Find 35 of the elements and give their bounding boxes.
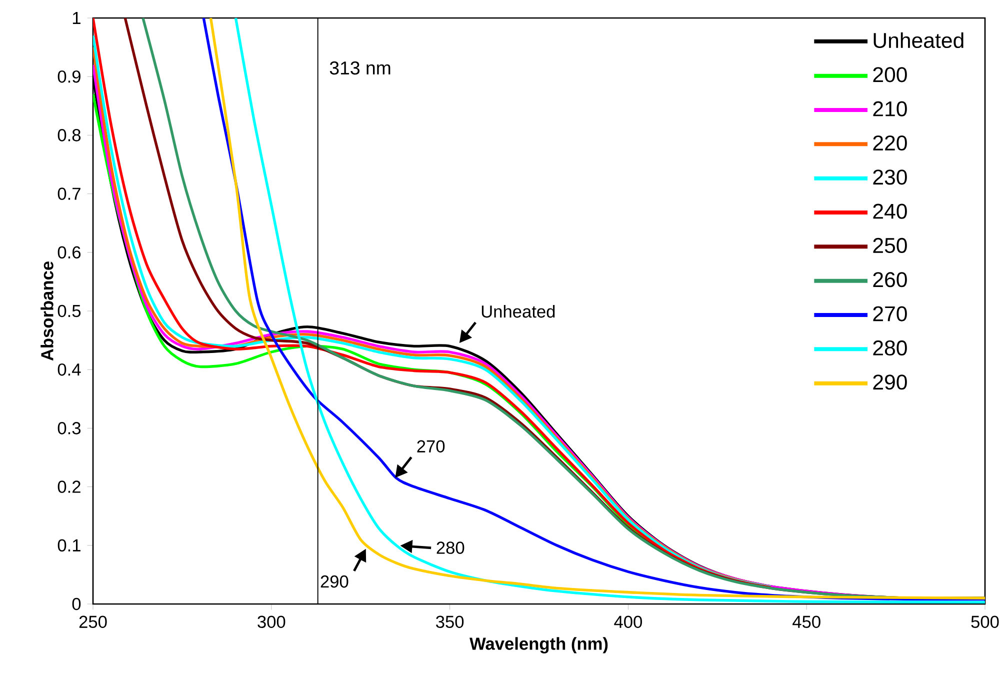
legend-label: Unheated (874, 32, 964, 48)
y-tick-label: 0.9 (58, 70, 80, 83)
legend-label: 270 (873, 306, 907, 322)
y-tick-label: 0.5 (58, 304, 81, 318)
y-tick-label: 0.2 (58, 480, 80, 493)
y-tick-label: 0.6 (58, 246, 81, 259)
x-tick-label: 300 (258, 616, 286, 628)
legend-label: 290 (873, 374, 907, 390)
y-tick-label: 0.8 (58, 129, 81, 142)
y-tick-label: 0.7 (58, 188, 80, 200)
y-tick-label: 0.3 (58, 422, 81, 434)
legend-label: 220 (873, 135, 907, 151)
x-tick-label: 350 (436, 616, 464, 628)
y-tick-label: 0.1 (58, 539, 80, 552)
annotation: 290 (320, 575, 348, 588)
x-tick-label: 450 (792, 616, 820, 628)
legend-label: 200 (873, 67, 907, 82)
annotation: 280 (436, 542, 464, 554)
x-tick-label: 500 (971, 616, 999, 628)
x-tick-label: 400 (614, 616, 642, 628)
annotation: 270 (417, 440, 445, 452)
x-tick-label: 250 (79, 616, 107, 628)
ref-line-label: 313 nm (330, 61, 390, 75)
x-axis-title: Wavelength (nm) (470, 637, 608, 654)
legend-label: 250 (873, 238, 907, 254)
y-axis-title: Absorbance (40, 261, 54, 361)
legend-label: 260 (873, 272, 907, 288)
annotation: Unheated (482, 304, 555, 318)
legend-label: 230 (873, 170, 907, 185)
y-tick-label: 0 (72, 598, 81, 610)
y-tick-label: 0.4 (58, 363, 81, 376)
legend-label: 210 (873, 101, 907, 116)
legend-label: 240 (873, 204, 907, 219)
legend-label: 280 (873, 340, 907, 356)
y-tick-label: 1 (72, 12, 80, 24)
